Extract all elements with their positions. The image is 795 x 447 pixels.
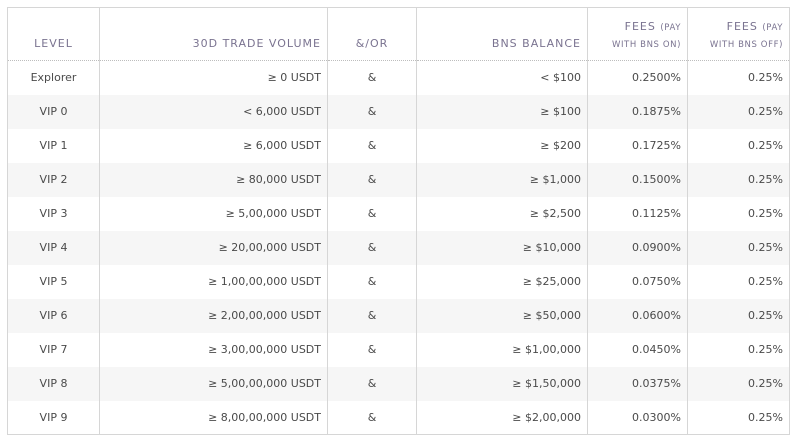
table-header: LEVEL 30D TRADE VOLUME &/OR BNS BALANCE … bbox=[7, 7, 790, 61]
cell-fee-bns-on: 0.0600% bbox=[587, 298, 688, 333]
cell-level: VIP 0 bbox=[7, 94, 100, 129]
cell-level: VIP 7 bbox=[7, 332, 100, 367]
cell-volume: ≥ 2,00,00,000 USDT bbox=[99, 298, 328, 333]
table-row: VIP 0 < 6,000 USDT & ≥ $100 0.1875% 0.25… bbox=[7, 94, 790, 129]
cell-and-or: & bbox=[327, 264, 417, 299]
table-row: VIP 2 ≥ 80,000 USDT & ≥ $1,000 0.1500% 0… bbox=[7, 162, 790, 197]
table-row: VIP 8 ≥ 5,00,00,000 USDT & ≥ $1,50,000 0… bbox=[7, 366, 790, 401]
cell-fee-bns-off: 0.25% bbox=[748, 207, 783, 220]
cell-volume: ≥ 6,000 USDT bbox=[99, 128, 328, 163]
header-trade-volume: 30D TRADE VOLUME bbox=[99, 7, 328, 61]
cell-fee-bns-on: 0.0750% bbox=[587, 264, 688, 299]
table-row: VIP 1 ≥ 6,000 USDT & ≥ $200 0.1725% 0.25… bbox=[7, 128, 790, 163]
cell-volume: ≥ 80,000 USDT bbox=[99, 162, 328, 197]
cell-level: Explorer bbox=[7, 60, 100, 95]
cell-fee-bns-on: 0.1725% bbox=[587, 128, 688, 163]
cell-bns-balance: ≥ $1,00,000 bbox=[416, 332, 588, 367]
cell-volume: ≥ 8,00,00,000 USDT bbox=[99, 400, 328, 435]
table-row: VIP 9 ≥ 8,00,00,000 USDT & ≥ $2,00,000 0… bbox=[7, 400, 790, 435]
cell-fee-bns-on: 0.2500% bbox=[587, 60, 688, 95]
header-fees-bns-on-sub1: (PAY bbox=[660, 23, 681, 33]
header-row: LEVEL 30D TRADE VOLUME &/OR BNS BALANCE … bbox=[7, 7, 790, 61]
cell-volume: ≥ 0 USDT bbox=[99, 60, 328, 95]
cell-bns-balance: < $100 bbox=[416, 60, 588, 95]
cell-fee-bns-on: 0.1875% bbox=[587, 94, 688, 129]
cell-bns-balance: ≥ $100 bbox=[416, 94, 588, 129]
cell-fee-bns-off: 0.25% bbox=[687, 366, 790, 401]
cell-fee-bns-on: 0.0900% bbox=[587, 230, 688, 265]
cell-fee-bns-on: 0.1125% bbox=[587, 196, 688, 231]
cell-and-or: & bbox=[327, 230, 417, 265]
header-fees-bns-on-main: FEES bbox=[624, 20, 656, 33]
cell-level: VIP 5 bbox=[7, 264, 100, 299]
table-body: Explorer ≥ 0 USDT & < $100 0.2500% 0.25%… bbox=[7, 60, 790, 435]
cell-volume: ≥ 20,00,000 USDT bbox=[99, 230, 328, 265]
header-bns-balance: BNS BALANCE bbox=[416, 7, 588, 61]
header-fees-bns-on: FEES (PAY WITH BNS ON) bbox=[587, 7, 688, 61]
table-row: Explorer ≥ 0 USDT & < $100 0.2500% 0.25% bbox=[7, 60, 790, 95]
cell-fee-bns-off: 0.25% bbox=[748, 275, 783, 288]
cell-and-or: & bbox=[327, 196, 417, 231]
cell-level: VIP 1 bbox=[7, 128, 100, 163]
table-row: VIP 6 ≥ 2,00,00,000 USDT & ≥ $50,000 0.0… bbox=[7, 298, 790, 333]
cell-level: VIP 4 bbox=[7, 230, 100, 265]
cell-and-or: & bbox=[327, 366, 417, 401]
cell-volume: ≥ 5,00,00,000 USDT bbox=[99, 366, 328, 401]
cell-bns-balance: ≥ $200 bbox=[416, 128, 588, 163]
cell-fee-bns-on: 0.0450% bbox=[587, 332, 688, 367]
table-row: VIP 3 ≥ 5,00,000 USDT & ≥ $2,500 0.1125%… bbox=[7, 196, 790, 231]
cell-bns-balance: ≥ $25,000 bbox=[416, 264, 588, 299]
cell-bns-balance: ≥ $1,000 bbox=[416, 162, 588, 197]
cell-level: VIP 8 bbox=[7, 366, 100, 401]
cell-and-or: & bbox=[327, 332, 417, 367]
cell-and-or: & bbox=[327, 128, 417, 163]
cell-fee-bns-off: 0.25% bbox=[687, 94, 790, 129]
header-level: LEVEL bbox=[7, 7, 100, 61]
cell-level: VIP 9 bbox=[7, 400, 100, 435]
fee-tier-table: LEVEL 30D TRADE VOLUME &/OR BNS BALANCE … bbox=[7, 7, 790, 435]
header-fees-bns-off: FEES (PAY WITH BNS OFF) bbox=[687, 7, 790, 61]
header-fees-bns-off-main: FEES bbox=[726, 20, 758, 33]
cell-fee-bns-off: 0.25% bbox=[748, 139, 783, 152]
cell-bns-balance: ≥ $10,000 bbox=[416, 230, 588, 265]
cell-fee-bns-on: 0.0300% bbox=[587, 400, 688, 435]
cell-fee-bns-off: 0.25% bbox=[748, 410, 783, 424]
cell-level: VIP 2 bbox=[7, 162, 100, 197]
cell-fee-bns-off: 0.25% bbox=[687, 298, 790, 333]
header-fees-bns-on-sub2: WITH BNS ON) bbox=[611, 40, 681, 50]
cell-volume: ≥ 3,00,00,000 USDT bbox=[99, 332, 328, 367]
cell-fee-bns-off: 0.25% bbox=[748, 71, 783, 85]
cell-bns-balance: ≥ $1,50,000 bbox=[416, 366, 588, 401]
cell-volume: ≥ 1,00,00,000 USDT bbox=[99, 264, 328, 299]
cell-volume: ≥ 5,00,000 USDT bbox=[99, 196, 328, 231]
table-row: VIP 5 ≥ 1,00,00,000 USDT & ≥ $25,000 0.0… bbox=[7, 264, 790, 299]
cell-level: VIP 6 bbox=[7, 298, 100, 333]
cell-fee-bns-off: 0.25% bbox=[687, 230, 790, 265]
cell-bns-balance: ≥ $50,000 bbox=[416, 298, 588, 333]
cell-and-or: & bbox=[327, 94, 417, 129]
header-fees-bns-off-sub2: WITH BNS OFF) bbox=[709, 40, 783, 50]
cell-bns-balance: ≥ $2,00,000 bbox=[416, 400, 588, 435]
header-and-or: &/OR bbox=[327, 7, 417, 61]
cell-and-or: & bbox=[327, 60, 417, 95]
header-fees-bns-off-sub1: (PAY bbox=[762, 23, 783, 33]
cell-and-or: & bbox=[327, 162, 417, 197]
cell-fee-bns-on: 0.1500% bbox=[587, 162, 688, 197]
cell-volume: < 6,000 USDT bbox=[99, 94, 328, 129]
table-row: VIP 4 ≥ 20,00,000 USDT & ≥ $10,000 0.090… bbox=[7, 230, 790, 265]
cell-bns-balance: ≥ $2,500 bbox=[416, 196, 588, 231]
cell-and-or: & bbox=[327, 298, 417, 333]
cell-fee-bns-off: 0.25% bbox=[748, 343, 783, 356]
cell-and-or: & bbox=[327, 400, 417, 435]
cell-level: VIP 3 bbox=[7, 196, 100, 231]
cell-fee-bns-on: 0.0375% bbox=[587, 366, 688, 401]
cell-fee-bns-off: 0.25% bbox=[687, 162, 790, 197]
table-row: VIP 7 ≥ 3,00,00,000 USDT & ≥ $1,00,000 0… bbox=[7, 332, 790, 367]
